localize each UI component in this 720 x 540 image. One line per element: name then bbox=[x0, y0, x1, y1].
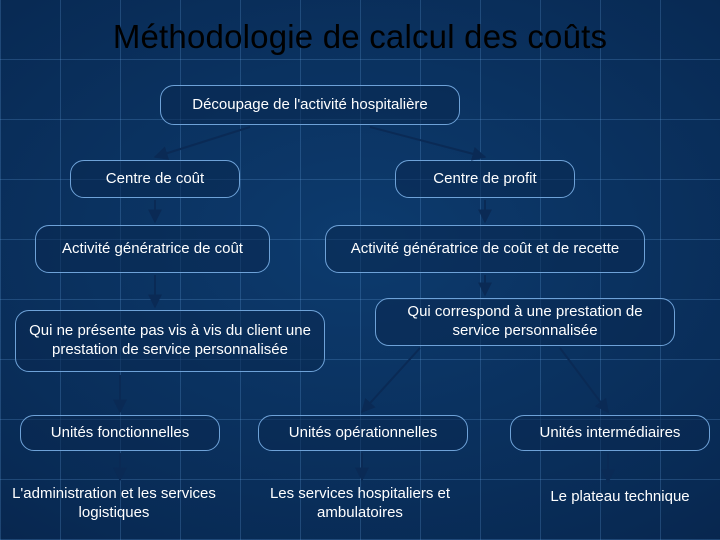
label-plateau-technique: Le plateau technique bbox=[520, 488, 720, 507]
node-unites-operationnelles: Unités opérationnelles bbox=[258, 415, 468, 451]
node-unites-intermediaires: Unités intermédiaires bbox=[510, 415, 710, 451]
node-non-personnalisee: Qui ne présente pas vis à vis du client … bbox=[15, 310, 325, 372]
page-title: Méthodologie de calcul des coûts bbox=[0, 18, 720, 56]
node-centre-cout: Centre de coût bbox=[70, 160, 240, 198]
node-centre-profit: Centre de profit bbox=[395, 160, 575, 198]
label-services-hospitaliers: Les services hospitaliers et ambulatoire… bbox=[240, 485, 480, 523]
node-activite-cout: Activité génératrice de coût bbox=[35, 225, 270, 273]
label-administration: L'administration et les services logisti… bbox=[0, 485, 228, 523]
node-personnalisee: Qui correspond à une prestation de servi… bbox=[375, 298, 675, 346]
node-root: Découpage de l'activité hospitalière bbox=[160, 85, 460, 125]
node-activite-cout-recette: Activité génératrice de coût et de recet… bbox=[325, 225, 645, 273]
node-unites-fonctionnelles: Unités fonctionnelles bbox=[20, 415, 220, 451]
